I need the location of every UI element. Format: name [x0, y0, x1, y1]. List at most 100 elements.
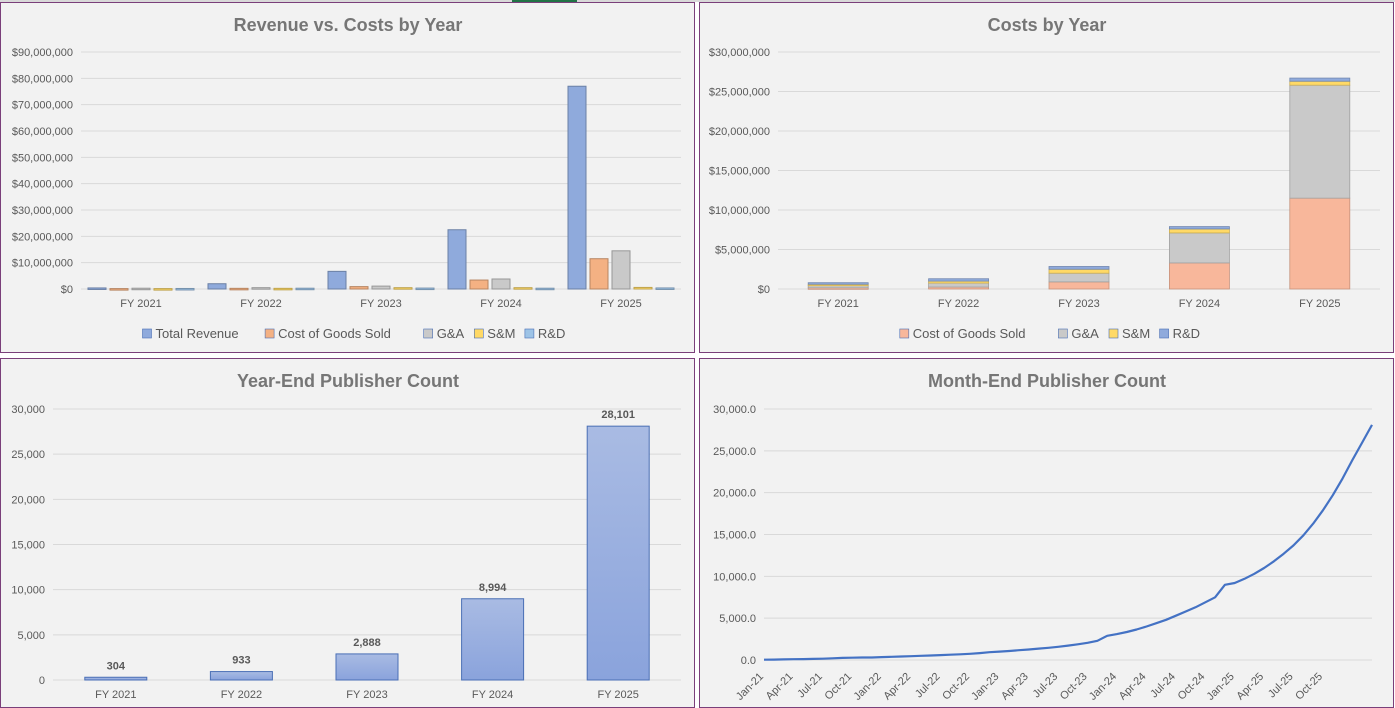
- x-tick-label: FY 2025: [600, 298, 641, 310]
- y-tick-label: $40,000,000: [12, 179, 73, 191]
- x-tick-label: Jul-24: [1148, 671, 1178, 701]
- stacked-segment-g-a: [1289, 84, 1351, 199]
- x-tick-label: Jul-25: [1266, 671, 1296, 701]
- x-tick-label: FY 2025: [1299, 298, 1340, 310]
- y-tick-label: 25,000: [11, 449, 45, 461]
- y-tick-label: 25,000.0: [713, 446, 756, 458]
- legend-swatch: [423, 328, 434, 339]
- bar-g-a: [371, 285, 391, 290]
- x-tick-label: FY 2023: [1058, 298, 1099, 310]
- x-tick-label: FY 2021: [95, 689, 136, 701]
- stacked-segment-s-m: [1048, 268, 1110, 274]
- sheet-top-strip: [0, 0, 1395, 2]
- bar-s-m: [513, 287, 533, 290]
- x-tick-label: Oct-23: [1058, 671, 1090, 703]
- x-tick-label: Apr-23: [999, 671, 1031, 703]
- x-tick-label: Oct-22: [940, 671, 972, 703]
- legend-swatch: [264, 328, 275, 339]
- x-tick-label: FY 2021: [818, 298, 859, 310]
- x-tick-label: FY 2022: [221, 689, 262, 701]
- selected-column-indicator: [512, 0, 577, 2]
- stacked-segment-r-d: [928, 278, 990, 282]
- y-tick-label: 20,000.0: [713, 488, 756, 500]
- legend-label: S&M: [487, 326, 515, 341]
- legend-label: G&A: [1071, 326, 1099, 341]
- x-tick-label: FY 2021: [120, 298, 161, 310]
- x-tick-label: Jul-23: [1031, 671, 1061, 701]
- data-label: 2,888: [353, 637, 381, 649]
- y-tick-label: $70,000,000: [12, 100, 73, 112]
- legend-label: Total Revenue: [156, 326, 239, 341]
- x-tick-label: Jan-22: [852, 671, 884, 703]
- y-tick-label: $80,000,000: [12, 73, 73, 85]
- chart-year-end-publisher-count[interactable]: Year-End Publisher Count 0 5,000 10,000 15,0…: [0, 358, 695, 708]
- bar-cost-of-goods-sold: [229, 287, 249, 291]
- bar-publisher-count: [84, 676, 148, 681]
- y-tick-label: $30,000,000: [709, 47, 770, 59]
- x-tick-label: FY 2025: [598, 689, 639, 701]
- y-tick-label: $20,000,000: [12, 231, 73, 243]
- legend-label: G&A: [437, 326, 465, 341]
- y-tick-label: 10,000.0: [713, 571, 756, 583]
- stacked-segment-cost-of-goods-sold: [1289, 197, 1351, 290]
- bar-cost-of-goods-sold: [589, 258, 609, 290]
- bar-r-d: [295, 287, 315, 291]
- x-tick-label: Apr-25: [1234, 671, 1266, 703]
- x-tick-label: FY 2024: [480, 298, 521, 310]
- x-tick-label: FY 2023: [346, 689, 387, 701]
- y-tick-label: 0.0: [741, 655, 756, 667]
- x-tick-label: Jul-21: [795, 671, 825, 701]
- chart-title: Costs by Year: [988, 15, 1107, 35]
- chart-title: Month-End Publisher Count: [928, 371, 1166, 391]
- data-label: 8,994: [479, 582, 507, 594]
- chart-costs-by-year[interactable]: Costs by Year $0 $5,000,000 $10,000,000 $15,…: [699, 2, 1394, 353]
- x-tick-label: FY 2024: [472, 689, 513, 701]
- legend-swatch: [1108, 328, 1119, 339]
- stacked-segment-s-m: [1168, 228, 1230, 234]
- line-series-publisher-count: [763, 424, 1373, 661]
- y-tick-label: $10,000,000: [709, 205, 770, 217]
- y-tick-label: 10,000: [11, 585, 45, 597]
- legend-swatch: [1058, 328, 1068, 339]
- y-tick-label: $0: [758, 284, 770, 296]
- bar-s-m: [633, 286, 653, 290]
- bar-g-a: [131, 287, 151, 291]
- x-tick-label: Oct-21: [823, 671, 855, 703]
- legend-swatch: [142, 328, 152, 339]
- y-tick-label: 15,000.0: [713, 530, 756, 542]
- legend-swatch: [473, 328, 484, 339]
- legend-label: R&D: [538, 326, 565, 341]
- x-tick-label: Oct-24: [1176, 671, 1208, 703]
- chart-revenue-vs-costs[interactable]: Revenue vs. Costs by Year $0 $10,000,000 $2…: [0, 2, 695, 353]
- y-tick-label: $60,000,000: [12, 126, 73, 138]
- stacked-segment-s-m: [1289, 80, 1351, 86]
- x-tick-label: Apr-21: [764, 671, 796, 703]
- y-tick-label: $0: [61, 284, 73, 296]
- legend-label: R&D: [1173, 326, 1200, 341]
- x-tick-label: Jan-21: [734, 671, 766, 703]
- x-tick-label: Jul-22: [913, 671, 943, 701]
- bar-total-revenue: [567, 85, 587, 290]
- stacked-segment-cost-of-goods-sold: [1048, 281, 1110, 290]
- bar-cost-of-goods-sold: [109, 288, 129, 291]
- y-tick-label: $90,000,000: [12, 47, 73, 59]
- y-tick-label: $20,000,000: [709, 126, 770, 138]
- x-tick-label: FY 2022: [240, 298, 281, 310]
- y-tick-label: 20,000: [11, 494, 45, 506]
- bar-g-a: [611, 250, 631, 290]
- stacked-segment-r-d: [1289, 77, 1351, 82]
- bar-s-m: [153, 288, 173, 291]
- bar-r-d: [415, 287, 435, 291]
- stacked-segment-g-a: [928, 282, 990, 288]
- y-tick-label: 15,000: [11, 540, 45, 552]
- stacked-segment-g-a: [1048, 272, 1110, 283]
- y-tick-label: $30,000,000: [12, 205, 73, 217]
- y-tick-label: $25,000,000: [709, 87, 770, 99]
- stacked-segment-r-d: [1048, 266, 1110, 270]
- x-tick-label: FY 2023: [360, 298, 401, 310]
- stacked-segment-r-d: [1168, 226, 1230, 230]
- bar-total-revenue: [87, 287, 107, 290]
- bar-cost-of-goods-sold: [469, 279, 489, 290]
- chart-month-end-publisher-count[interactable]: Month-End Publisher Count 0.0 5,000.0 10,00…: [699, 358, 1394, 708]
- legend-label: Cost of Goods Sold: [278, 326, 391, 341]
